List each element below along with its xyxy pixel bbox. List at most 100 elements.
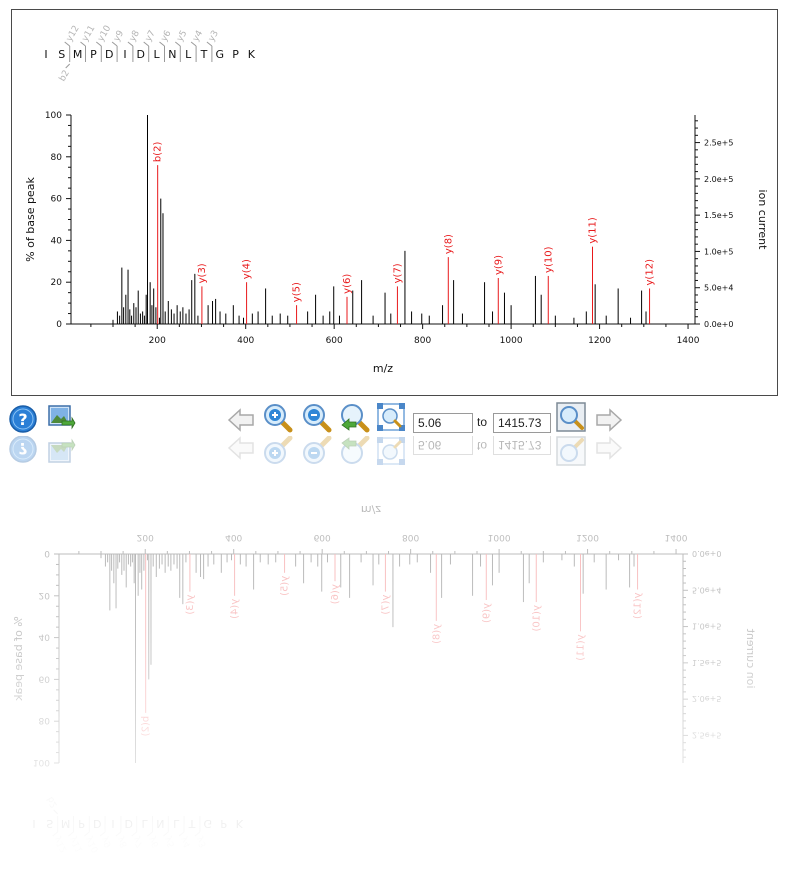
arrow-right-icon[interactable] (594, 405, 624, 435)
x-tick-label: 600 (314, 532, 331, 542)
y-tick-label: 100 (33, 757, 50, 767)
peptide-residue: D (125, 817, 133, 830)
y-ion-label: y8 (116, 835, 130, 850)
y-tick-label: 20 (51, 278, 63, 288)
y-ion-tick-hook (178, 831, 185, 837)
zoom-in-icon (264, 436, 293, 464)
x-tick-label: 1200 (576, 532, 599, 542)
y-axis-title: % of base peak (24, 177, 37, 262)
y-ion-label: y9 (100, 835, 114, 850)
y-tick-label: 20 (39, 590, 51, 600)
y-ion-label: y12 (65, 24, 82, 44)
zoom-fit-icon[interactable] (376, 402, 406, 432)
peptide-residue: D (105, 48, 113, 61)
y2-tick-label: 2.0e+5 (692, 694, 721, 703)
range-from-input[interactable]: 5.06 (413, 413, 473, 433)
x-tick-label: 800 (402, 532, 419, 542)
help-icon[interactable]: ? (8, 404, 38, 434)
peptide-residue: L (173, 817, 180, 830)
viewer-toolbar: ? (0, 436, 787, 472)
peptide-residue: T (200, 48, 208, 61)
range-to-input: 1415.73 (493, 436, 551, 455)
peptide-residue: I (111, 817, 114, 830)
range-to-label: to (477, 439, 488, 453)
peptide-residue: N (156, 817, 164, 830)
arrow-left-icon[interactable] (226, 405, 256, 435)
y-ion-tick-hook (111, 41, 118, 47)
zoom-out-icon (303, 436, 332, 464)
peak-label: y(4) (242, 259, 253, 279)
arrow-left-icon (227, 436, 254, 460)
peptide-residue: I (44, 48, 47, 61)
peptide-residue: M (61, 817, 71, 830)
peak-label: y(12) (633, 593, 644, 620)
x-tick-label: 1000 (500, 336, 523, 346)
peptide-residue: L (154, 48, 161, 61)
peak-label: y(8) (431, 624, 442, 644)
peptide-residue: N (168, 48, 176, 61)
y-ion-label: y10 (84, 835, 101, 855)
y-ion-tick-hook (131, 831, 138, 837)
y-ion-label: y12 (53, 835, 70, 855)
y-tick-label: 40 (51, 236, 63, 246)
peak-label: y(3) (197, 263, 208, 283)
y-ion-label: y9 (112, 29, 126, 44)
peptide-residue: L (185, 48, 192, 61)
peptide-residue: K (236, 817, 244, 830)
peak-label: y(7) (392, 263, 403, 283)
range-to-input[interactable]: 1415.73 (493, 413, 551, 433)
y-tick-label: 60 (39, 673, 51, 683)
zoom-out-icon[interactable] (302, 403, 332, 433)
range-to-label: to (477, 415, 488, 429)
peak-label: y(12) (645, 259, 656, 286)
x-tick-label: 1200 (588, 336, 611, 346)
y-ion-label: y5 (163, 835, 177, 850)
x-tick-label: 1000 (488, 532, 511, 542)
y2-tick-label: 2.5e+5 (704, 139, 733, 148)
peak-label: y(10) (531, 605, 542, 632)
peptide-residue: S (46, 817, 53, 830)
y-tick-label: 100 (45, 111, 62, 121)
peptide-residue: G (216, 48, 225, 61)
y2-tick-label: 2.5e+5 (692, 730, 721, 739)
export-image-icon[interactable] (46, 403, 76, 433)
peptide-residue: P (78, 817, 85, 830)
y2-tick-label: 5.0e+4 (704, 284, 733, 293)
y-ion-tick-hook (68, 831, 74, 837)
y-ion-label: y7 (132, 835, 146, 850)
y-ion-tick-hook (147, 831, 153, 837)
y-ion-label: y5 (175, 29, 189, 44)
peak-label: y(7) (380, 595, 391, 615)
x-tick-label: 200 (149, 336, 166, 346)
peptide-residue: K (248, 48, 256, 61)
peak-label: y(9) (493, 255, 504, 275)
y-ion-tick-hook (95, 41, 102, 47)
y-tick-label: 60 (51, 195, 63, 205)
peak-label: y(4) (230, 599, 241, 619)
peptide-residue: P (90, 48, 97, 61)
y-tick-label: 80 (39, 715, 51, 725)
y-ion-label: y3 (207, 29, 221, 44)
y-ion-tick-hook (83, 831, 90, 837)
y2-tick-label: 5.0e+4 (692, 585, 721, 594)
y2-tick-label: 1.0e+5 (692, 622, 721, 631)
zoom-in-icon[interactable] (263, 403, 293, 433)
zoom-range-icon[interactable] (556, 402, 586, 432)
peak-label: y(5) (280, 576, 291, 596)
y-ion-tick-hook (143, 41, 150, 47)
x-axis-title: m/z (361, 503, 381, 516)
help-icon: ? (9, 436, 37, 463)
y-ion-label: y6 (159, 29, 173, 44)
zoom-range-icon (556, 436, 586, 466)
zoom-reset-icon (341, 436, 370, 464)
y-ion-label: y10 (96, 24, 113, 44)
y-ion-label: y11 (80, 24, 97, 44)
zoom-reset-icon[interactable] (340, 403, 370, 433)
y-ion-tick-hook (159, 41, 165, 47)
y2-tick-label: 1.0e+5 (704, 247, 733, 256)
y-axis-title: % of base peak (12, 616, 25, 701)
